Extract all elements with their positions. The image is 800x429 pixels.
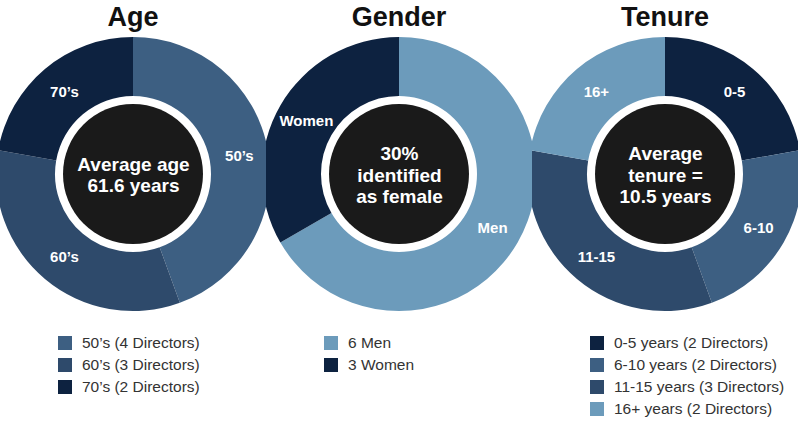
html-text:0-5 years (2 Directors): 0-5 years (2 Directors) xyxy=(614,334,769,351)
svg-text:11-15: 11-15 xyxy=(578,248,616,265)
html-text:3 Women: 3 Women xyxy=(348,356,415,373)
html-text:60’s (3 Directors): 60’s (3 Directors) xyxy=(82,356,200,373)
html-text:Gender: Gender xyxy=(351,2,447,32)
html-text:50’s (4 Directors): 50’s (4 Directors) xyxy=(82,334,200,351)
svg-text:60’s: 60’s xyxy=(50,248,79,265)
svg-text:0-5: 0-5 xyxy=(724,83,746,100)
svg-text:Average age61.6 years: Average age61.6 years xyxy=(77,154,189,197)
html-text:6 Men: 6 Men xyxy=(348,334,392,351)
html-text:Tenure: Tenure xyxy=(621,2,709,32)
html-text:70’s (2 Directors): 70’s (2 Directors) xyxy=(82,378,200,395)
svg-text:Women: Women xyxy=(279,112,333,129)
html-text:16+ years (2 Directors): 16+ years (2 Directors) xyxy=(614,400,773,417)
svg-text:50’s: 50’s xyxy=(225,147,254,164)
svg-text:30%identifiedas female: 30%identifiedas female xyxy=(356,143,443,208)
svg-text:16+: 16+ xyxy=(584,83,610,100)
html-text:Age: Age xyxy=(107,2,159,32)
html-text:11-15 years (3 Directors): 11-15 years (3 Directors) xyxy=(614,378,785,395)
svg-text:70’s: 70’s xyxy=(50,83,79,100)
svg-text:6-10: 6-10 xyxy=(744,219,774,236)
html-text:6-10 years (2 Directors): 6-10 years (2 Directors) xyxy=(614,356,777,373)
svg-text:Men: Men xyxy=(478,219,508,236)
svg-text:Averagetenure =10.5 years: Averagetenure =10.5 years xyxy=(620,143,712,208)
